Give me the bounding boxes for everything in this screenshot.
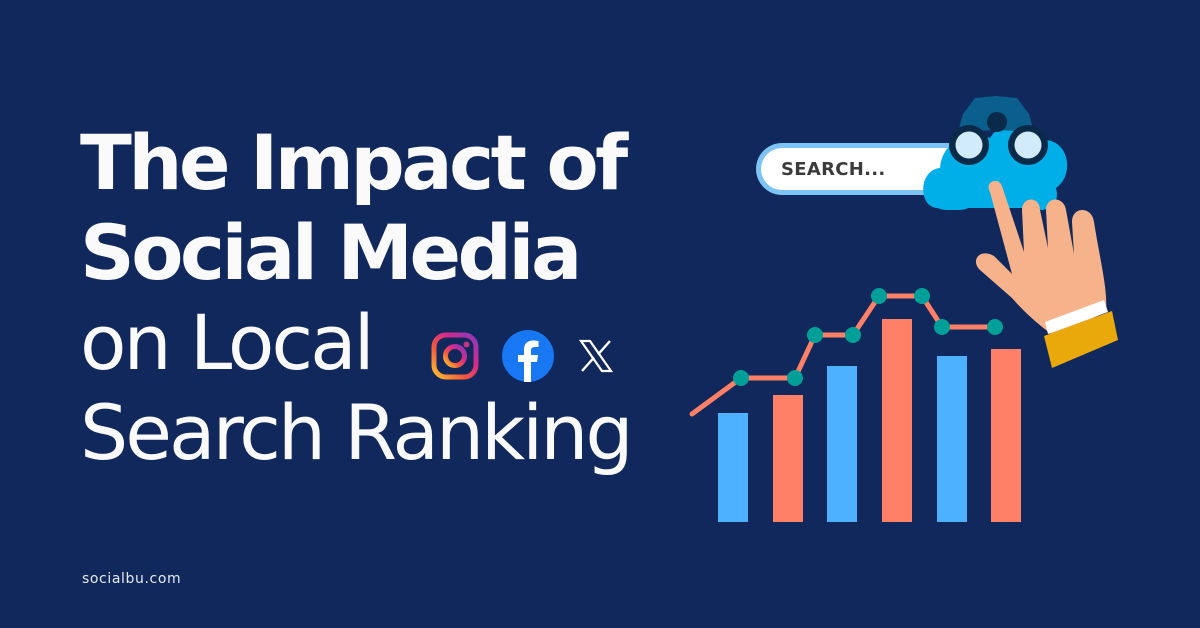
bar-chart — [718, 319, 1021, 522]
hand-icon — [975, 180, 1118, 368]
bar-3 — [827, 366, 857, 522]
search-bar[interactable]: SEARCH... — [756, 143, 976, 195]
headline-line-1: The Impact of — [80, 118, 628, 207]
bar-2 — [773, 395, 803, 522]
headline-line-4: Search Ranking — [80, 388, 634, 477]
bar-4 — [882, 319, 912, 522]
binoculars-icon — [949, 96, 1048, 165]
trend-line — [689, 288, 1003, 417]
headline-line-2: Social Media — [80, 208, 582, 297]
x-icon — [578, 339, 614, 373]
search-placeholder: SEARCH... — [781, 159, 886, 180]
instagram-icon — [431, 332, 479, 380]
site-url: socialbu.com — [82, 571, 182, 587]
facebook-icon — [502, 330, 554, 382]
social-icons — [430, 330, 616, 382]
bar-5 — [937, 356, 967, 522]
bar-6 — [991, 349, 1021, 522]
headline: The Impact of Social Media on Local Sear… — [80, 118, 634, 478]
bar-1 — [718, 413, 748, 522]
headline-line-3: on Local — [80, 298, 375, 387]
